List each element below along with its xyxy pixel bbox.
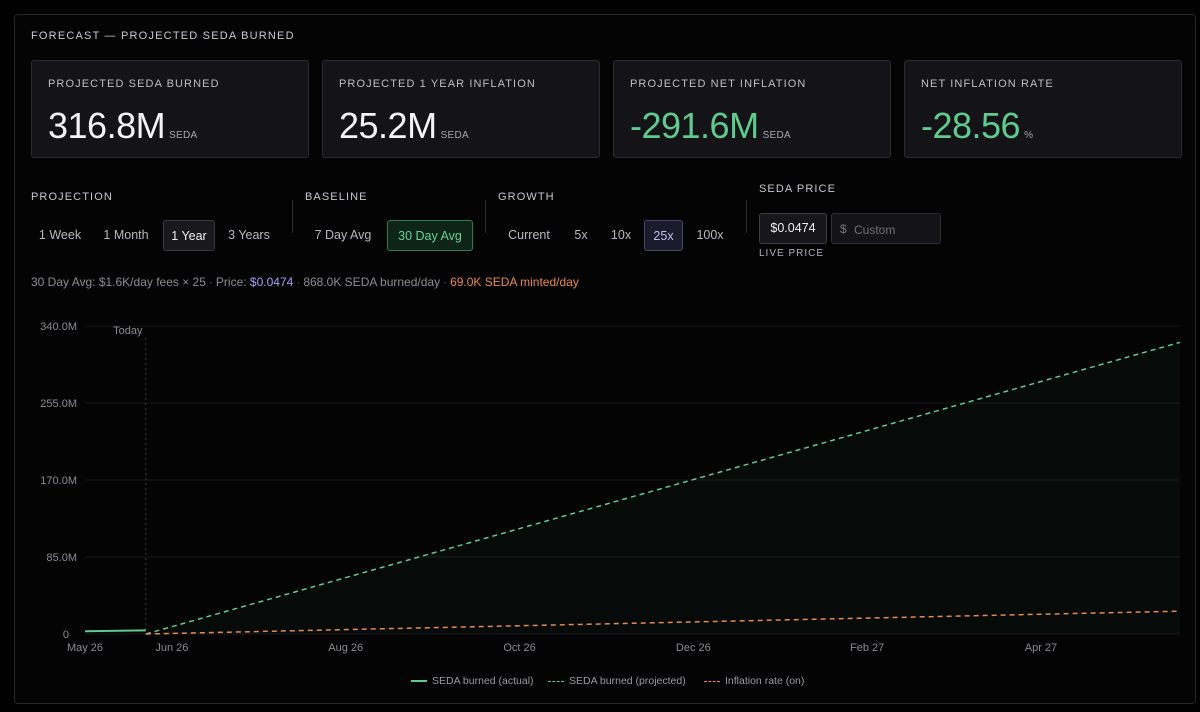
y-tick-label: 255.0M — [40, 398, 77, 410]
live-price-button[interactable]: $0.0474 — [759, 213, 827, 244]
legend-label: SEDA burned (projected) — [569, 675, 686, 687]
legend-item-projected[interactable]: SEDA burned (projected) — [548, 675, 686, 687]
live-price-caption: LIVE PRICE — [759, 248, 825, 259]
legend-swatch-icon — [548, 680, 564, 682]
series-inflation-line — [145, 610, 1181, 635]
baseline-label: BASELINE — [305, 191, 368, 203]
info-separator: · — [208, 275, 213, 289]
baseline-7-day[interactable]: 7 Day Avg — [314, 228, 372, 242]
card-value: -28.56 — [921, 105, 1021, 146]
growth-5x[interactable]: 5x — [574, 228, 588, 242]
card-net-inflation: PROJECTED NET INFLATION -291.6M SEDA — [613, 60, 891, 158]
y-tick-label: 170.0M — [40, 475, 77, 487]
forecast-chart: 0 85.0M 170.0M 255.0M 340.0M May 26 Jun 26 Aug … — [40, 321, 1181, 654]
info-minted: 69.0K SEDA minted/day — [450, 275, 579, 289]
custom-price-field[interactable]: $ — [831, 213, 941, 244]
card-label: NET INFLATION RATE — [921, 78, 1054, 90]
card-unit: SEDA — [440, 130, 469, 141]
legend-label: Inflation rate (on) — [725, 675, 805, 687]
seda-price-label: SEDA PRICE — [759, 183, 837, 195]
projection-1-year[interactable]: 1 Year — [163, 220, 215, 251]
baseline-30-day[interactable]: 30 Day Avg — [387, 220, 473, 251]
card-label: PROJECTED NET INFLATION — [630, 78, 807, 90]
projection-3-years[interactable]: 3 Years — [228, 228, 270, 242]
legend-swatch-icon — [704, 680, 720, 682]
x-tick-label: Feb 27 — [850, 642, 884, 654]
card-unit: % — [1024, 130, 1034, 141]
legend-item-inflation[interactable]: Inflation rate (on) — [704, 675, 804, 687]
custom-price-input[interactable] — [852, 218, 940, 242]
growth-10x[interactable]: 10x — [610, 228, 632, 242]
series-projected-line — [145, 341, 1181, 635]
card-label: PROJECTED SEDA BURNED — [48, 78, 220, 90]
legend-label: SEDA burned (actual) — [432, 675, 534, 687]
card-projected-inflation: PROJECTED 1 YEAR INFLATION 25.2M SEDA — [322, 60, 600, 158]
x-tick-label: Jun 26 — [155, 642, 188, 654]
info-avg: 30 Day Avg: $1.6K/day fees × 25 — [31, 275, 206, 289]
x-tick-label: Aug 26 — [328, 642, 363, 654]
dollar-sign: $ — [840, 222, 847, 236]
y-tick-label: 340.0M — [40, 321, 77, 333]
legend-item-actual[interactable]: SEDA burned (actual) — [411, 675, 534, 687]
y-tick-label: 85.0M — [46, 552, 77, 564]
info-price-value: $0.0474 — [249, 275, 294, 289]
card-value: 25.2M — [339, 105, 437, 146]
card-net-inflation-rate: NET INFLATION RATE -28.56% — [904, 60, 1182, 158]
today-label: Today — [113, 325, 143, 337]
projection-1-month[interactable]: 1 Month — [103, 228, 149, 242]
x-tick-label: May 26 — [67, 642, 103, 654]
divider — [485, 200, 486, 233]
divider — [746, 200, 747, 233]
info-separator: · — [296, 275, 301, 289]
projection-1-week[interactable]: 1 Week — [38, 228, 82, 242]
growth-label: GROWTH — [498, 191, 555, 203]
card-label: PROJECTED 1 YEAR INFLATION — [339, 78, 536, 90]
card-value: 316.8M — [48, 105, 166, 146]
card-value: -291.6M — [630, 105, 759, 146]
growth-100x[interactable]: 100x — [696, 228, 724, 242]
legend-swatch-icon — [411, 680, 427, 683]
card-projected-burned: PROJECTED SEDA BURNED 316.8M SEDA — [31, 60, 309, 158]
projection-label: PROJECTION — [31, 191, 113, 203]
series-actual-line — [84, 629, 146, 633]
x-tick-label: Dec 26 — [676, 642, 711, 654]
card-unit: SEDA — [762, 130, 792, 141]
x-tick-label: Oct 26 — [503, 642, 535, 654]
section-title: FORECAST — PROJECTED SEDA BURNED — [31, 30, 295, 42]
divider — [292, 200, 293, 233]
info-separator: · — [443, 275, 448, 289]
growth-25x[interactable]: 25x — [644, 220, 683, 251]
growth-current[interactable]: Current — [508, 228, 550, 242]
card-unit: SEDA — [169, 130, 198, 141]
info-line: 30 Day Avg: $1.6K/day fees × 25 · Price: $… — [31, 275, 579, 289]
info-burned: 868.0K SEDA burned/day — [303, 275, 441, 289]
y-tick-label: 0 — [63, 629, 69, 641]
info-price-prefix: Price: — [215, 275, 250, 289]
x-tick-label: Apr 27 — [1025, 642, 1057, 654]
